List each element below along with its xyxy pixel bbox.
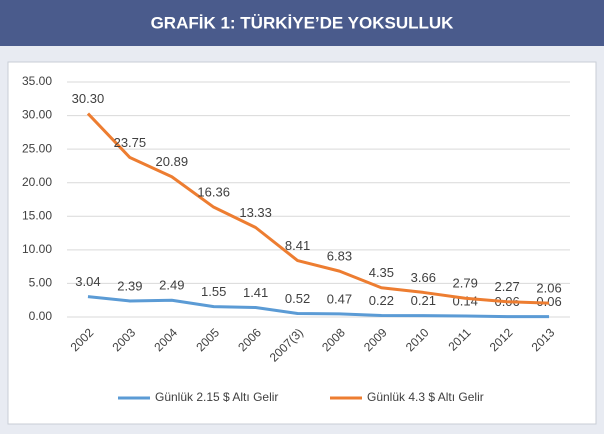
data-label: 8.41 (285, 238, 310, 253)
data-label: 1.55 (201, 284, 226, 299)
y-tick-label: 25.00 (22, 141, 52, 155)
legend-label: Günlük 4.3 $ Altı Gelir (367, 390, 484, 404)
y-tick-label: 30.00 (22, 108, 52, 122)
chart-title: GRAFİK 1: TÜRKİYE’DE YOKSULLUK (151, 13, 455, 32)
data-label: 0.21 (411, 293, 436, 308)
header-bar (0, 0, 604, 46)
data-label: 1.41 (243, 285, 268, 300)
data-label: 30.30 (72, 91, 105, 106)
data-label: 4.35 (369, 265, 394, 280)
data-label: 0.47 (327, 291, 352, 306)
y-tick-label: 35.00 (22, 74, 52, 88)
data-label: 2.79 (453, 276, 478, 291)
data-label: 6.83 (327, 249, 352, 264)
y-tick-label: 5.00 (29, 276, 53, 290)
plot-frame (7, 61, 597, 425)
data-label: 2.06 (536, 281, 561, 296)
legend-label: Günlük 2.15 $ Altı Gelir (155, 390, 278, 404)
data-label: 2.27 (494, 279, 519, 294)
data-label: 20.89 (156, 154, 189, 169)
data-label: 23.75 (114, 135, 147, 150)
y-tick-label: 10.00 (22, 242, 52, 256)
data-label: 0.06 (536, 294, 561, 309)
data-label: 16.36 (197, 185, 230, 200)
data-label: 3.66 (411, 270, 436, 285)
y-tick-label: 15.00 (22, 208, 52, 222)
y-tick-label: 0.00 (29, 309, 53, 323)
y-tick-label: 20.00 (22, 175, 52, 189)
data-label: 0.52 (285, 291, 310, 306)
data-label: 2.39 (117, 278, 142, 293)
data-label: 13.33 (239, 205, 272, 220)
data-label: 0.22 (369, 293, 394, 308)
data-label: 2.49 (159, 278, 184, 293)
data-label: 3.04 (75, 274, 100, 289)
series-line (87, 295, 550, 319)
series-line (86, 112, 550, 305)
